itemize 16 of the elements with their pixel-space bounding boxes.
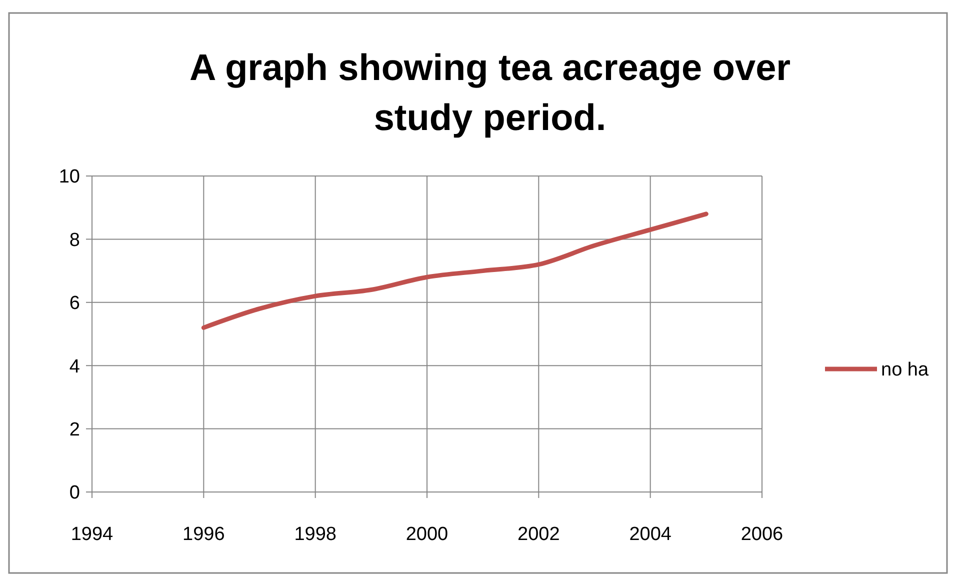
line-series — [201, 212, 708, 330]
x-tick-label: 1996 — [182, 524, 225, 545]
x-tick-label: 1998 — [294, 524, 336, 545]
y-tick-label: 2 — [69, 419, 80, 440]
x-tick-label: 2004 — [629, 524, 672, 545]
y-tick-label: 4 — [69, 356, 80, 378]
x-tick-label: 1994 — [70, 524, 114, 545]
chart-title: A graph showing tea acreage over study period. — [189, 47, 791, 138]
x-tick-label: 2006 — [740, 524, 784, 545]
y-tick-label: 10 — [58, 166, 80, 188]
x-tick-label: 2002 — [518, 524, 560, 545]
y-tick-label: 6 — [69, 293, 80, 314]
y-tick-label: 8 — [69, 230, 80, 251]
x-tick-label: 2000 — [406, 524, 448, 545]
y-tick-label: 0 — [69, 482, 80, 504]
legend-label: no ha — [881, 360, 929, 381]
